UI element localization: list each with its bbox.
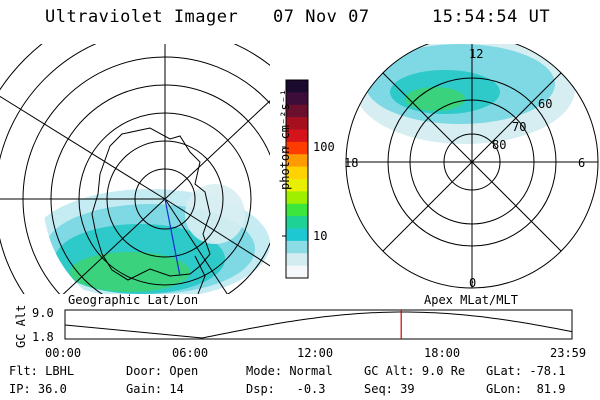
colorbar-step — [286, 253, 308, 267]
colorbar-tick-100: 100 — [313, 140, 335, 154]
colorbar-step — [286, 141, 308, 155]
date-label: 07 Nov 07 — [273, 7, 370, 27]
mlat-label-70: 70 — [512, 120, 527, 134]
status-mode: Mode: Normal — [246, 364, 333, 378]
altitude-min-label: 1.8 — [32, 330, 54, 344]
colorbar-step — [286, 80, 308, 93]
status-filter: Flt: LBHL — [9, 364, 75, 378]
colorbar-step — [286, 191, 308, 205]
mlt-label-18: 18 — [344, 156, 359, 170]
status-gain: Gain: 14 — [126, 382, 184, 396]
mlt-label-6: 6 — [578, 156, 586, 170]
status-ip: IP: 36.0 — [9, 382, 67, 396]
status-seq: Seq: 39 — [364, 382, 415, 396]
x-tick-2359: 23:59 — [550, 346, 587, 360]
colorbar-step — [286, 265, 308, 279]
magnetic-caption: Apex MLat/MLT — [424, 293, 518, 307]
colorbar-gradient — [286, 80, 308, 279]
colorbar-step — [286, 117, 308, 130]
altitude-plot — [64, 309, 573, 340]
colorbar-step — [286, 240, 308, 254]
status-dsp: Dsp: -0.3 — [246, 382, 326, 396]
aurora-emission-left — [43, 184, 270, 294]
x-tick-0600: 06:00 — [172, 346, 209, 360]
status-glon: GLon: 81.9 — [486, 382, 566, 396]
altitude-axis-label: GC Alt — [14, 304, 28, 348]
time-label: 15:54:54 UT — [432, 7, 551, 27]
x-tick-1800: 18:00 — [424, 346, 461, 360]
magnetic-map — [345, 44, 599, 289]
status-gc-alt: GC Alt: 9.0 Re — [364, 364, 466, 378]
mlt-label-12: 12 — [469, 47, 484, 61]
altitude-max-label: 9.0 — [32, 306, 54, 320]
status-glat: GLat: -78.1 — [486, 364, 566, 378]
status-door: Door: Open — [126, 364, 199, 378]
colorbar-unit-label: photon cm⁻²s⁻¹ — [278, 88, 292, 190]
colorbar — [282, 79, 309, 279]
x-tick-0000: 00:00 — [45, 346, 82, 360]
colorbar-step — [286, 154, 308, 168]
colorbar-tick-10: 10 — [313, 229, 328, 243]
instrument-title: Ultraviolet Imager — [45, 7, 239, 27]
colorbar-step — [286, 203, 308, 217]
colorbar-step — [286, 216, 308, 229]
colorbar-step — [286, 92, 308, 106]
colorbar-step — [286, 166, 308, 180]
geographic-map — [0, 44, 270, 294]
mlat-label-60: 60 — [538, 97, 553, 111]
mlt-label-0: 0 — [469, 276, 477, 290]
aurora-emission-right — [355, 44, 575, 144]
x-tick-1200: 12:00 — [297, 346, 334, 360]
colorbar-step — [286, 104, 308, 118]
colorbar-step — [286, 179, 308, 192]
colorbar-step — [286, 228, 308, 242]
mlat-label-80: 80 — [492, 138, 507, 152]
geographic-caption: Geographic Lat/Lon — [68, 293, 199, 307]
colorbar-step — [286, 129, 308, 143]
altitude-curve — [64, 311, 573, 339]
